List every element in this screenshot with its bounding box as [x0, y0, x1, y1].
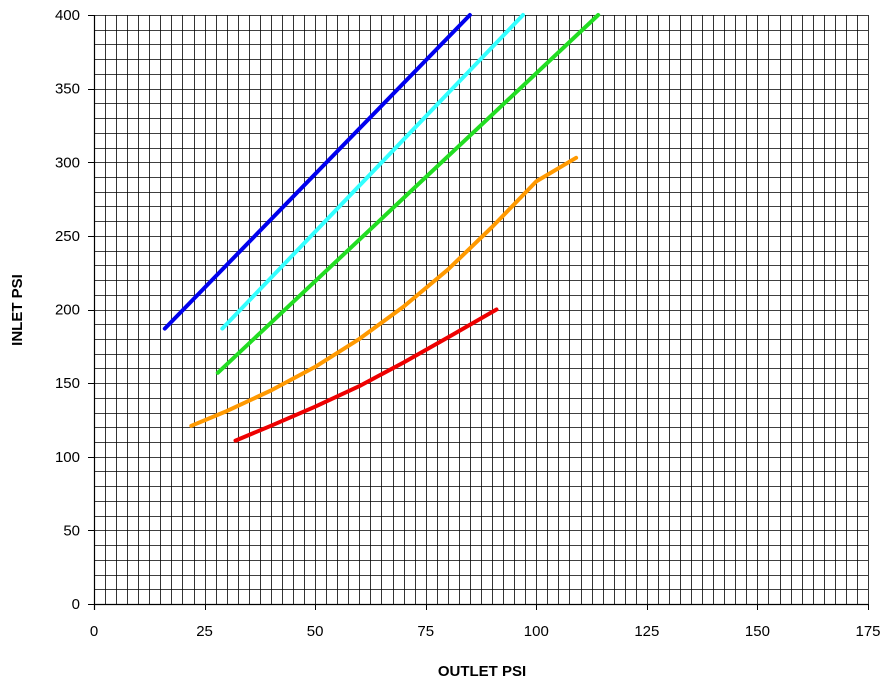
y-tick-label: 300: [55, 154, 80, 171]
x-tick-label: 150: [745, 623, 770, 640]
x-tick-label: 100: [524, 623, 549, 640]
x-tick-label: 125: [634, 623, 659, 640]
y-tick-label: 250: [55, 228, 80, 245]
x-axis-title: OUTLET PSI: [438, 663, 526, 680]
series-line-1: [162, 13, 472, 331]
minor-grid: [94, 15, 869, 605]
axes: [88, 15, 869, 610]
series-layer: [162, 13, 601, 443]
y-axis-title: INLET PSI: [9, 274, 26, 346]
y-tick-label: 350: [55, 81, 80, 98]
series-line-5: [233, 307, 499, 443]
tick-labels: 0 25 50 75 100 125 150 175 0 50 100 150 200 250 300 350…: [55, 7, 881, 640]
x-tick-label: 0: [90, 623, 98, 640]
x-tick-label: 25: [196, 623, 213, 640]
y-tick-label: 50: [63, 522, 80, 539]
series-line-2: [220, 13, 525, 331]
x-tick-label: 175: [855, 623, 880, 640]
y-tick-label: 100: [55, 449, 80, 466]
y-tick-label: 0: [72, 596, 80, 613]
series-line-3: [215, 13, 601, 375]
y-tick-label: 150: [55, 375, 80, 392]
y-tick-label: 200: [55, 302, 80, 319]
series-line-4: [189, 155, 579, 428]
x-tick-label: 50: [307, 623, 324, 640]
y-tick-label: 400: [55, 7, 80, 24]
x-tick-label: 75: [417, 623, 434, 640]
